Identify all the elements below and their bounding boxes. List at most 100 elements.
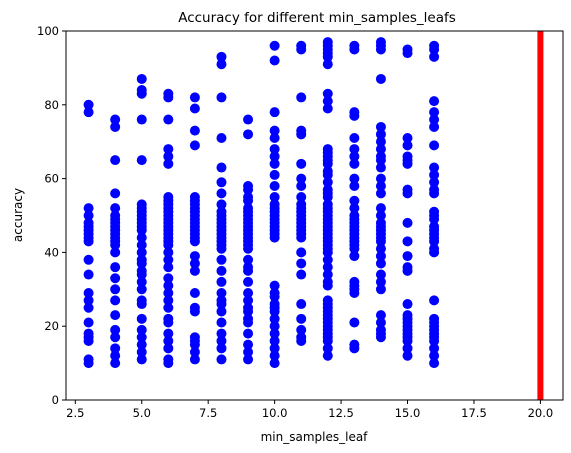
data-point (296, 247, 307, 258)
data-point (243, 129, 254, 140)
data-point (269, 180, 280, 191)
data-point (136, 276, 147, 287)
data-point (375, 317, 386, 328)
data-point (110, 262, 121, 273)
data-point (375, 243, 386, 254)
data-point (189, 339, 200, 350)
data-point (429, 121, 440, 132)
plot-frame (65, 30, 564, 401)
data-point (163, 151, 174, 162)
data-point (269, 306, 280, 317)
data-point (296, 335, 307, 346)
data-point (136, 225, 147, 236)
data-point (349, 243, 360, 254)
data-point (110, 332, 121, 343)
data-point (163, 158, 174, 169)
plot-area (66, 31, 563, 400)
data-point (349, 317, 360, 328)
x-tick-label: 10.0 (262, 406, 288, 420)
data-point (216, 254, 227, 265)
data-point (375, 136, 386, 147)
data-point (349, 44, 360, 55)
data-point (269, 151, 280, 162)
data-point (243, 295, 254, 306)
data-point (402, 48, 413, 59)
y-tick-label: 0 (52, 393, 59, 407)
data-point (83, 107, 94, 118)
data-point (322, 169, 333, 180)
data-point (110, 310, 121, 321)
data-point (189, 251, 200, 262)
data-point (163, 335, 174, 346)
data-point (216, 306, 227, 317)
data-point (269, 158, 280, 169)
data-point (110, 350, 121, 361)
data-point (163, 295, 174, 306)
data-point (83, 358, 94, 369)
data-point (243, 306, 254, 317)
data-point (189, 125, 200, 136)
data-point (189, 265, 200, 276)
x-tick-label: 2.5 (66, 406, 84, 420)
data-point (136, 247, 147, 258)
data-point (83, 269, 94, 280)
data-point (243, 276, 254, 287)
data-point (429, 358, 440, 369)
data-point (349, 195, 360, 206)
data-point (189, 354, 200, 365)
data-point (402, 158, 413, 169)
data-point (296, 173, 307, 184)
data-point (216, 354, 227, 365)
data-point (375, 258, 386, 269)
data-point (83, 317, 94, 328)
data-point (322, 96, 333, 107)
x-tick-label: 5.0 (133, 406, 151, 420)
data-point (322, 269, 333, 280)
data-point (269, 313, 280, 324)
y-axis-label: accuracy (11, 188, 25, 242)
data-point (402, 343, 413, 354)
data-point (402, 251, 413, 262)
data-point (375, 73, 386, 84)
data-point (322, 343, 333, 354)
y-tick-label: 80 (44, 98, 59, 112)
data-point (216, 265, 227, 276)
y-tick-label: 100 (37, 24, 59, 38)
data-point (375, 144, 386, 155)
data-point (136, 354, 147, 365)
data-point (429, 107, 440, 118)
data-point (375, 269, 386, 280)
data-point (349, 133, 360, 144)
data-point (375, 173, 386, 184)
data-point (269, 350, 280, 361)
data-point (269, 107, 280, 118)
data-point (163, 254, 174, 265)
data-point (216, 162, 227, 173)
data-point (429, 140, 440, 151)
data-point (296, 269, 307, 280)
data-point (429, 51, 440, 62)
data-point (349, 144, 360, 155)
data-point (163, 273, 174, 284)
data-point (296, 258, 307, 269)
data-point (110, 295, 121, 306)
data-point (189, 306, 200, 317)
data-point (322, 103, 333, 114)
data-point (83, 302, 94, 313)
data-point (136, 332, 147, 343)
data-point (83, 236, 94, 247)
x-tick-label: 12.5 (328, 406, 354, 420)
data-point (216, 59, 227, 70)
data-point (429, 343, 440, 354)
data-point (429, 247, 440, 258)
data-point (322, 177, 333, 188)
x-axis-label: min_samples_leaf (261, 430, 369, 444)
data-point (375, 251, 386, 262)
data-point (110, 114, 121, 125)
data-point (216, 51, 227, 62)
data-point (296, 299, 307, 310)
data-point (163, 317, 174, 328)
data-point (110, 240, 121, 251)
data-point (322, 59, 333, 70)
data-point (349, 287, 360, 298)
